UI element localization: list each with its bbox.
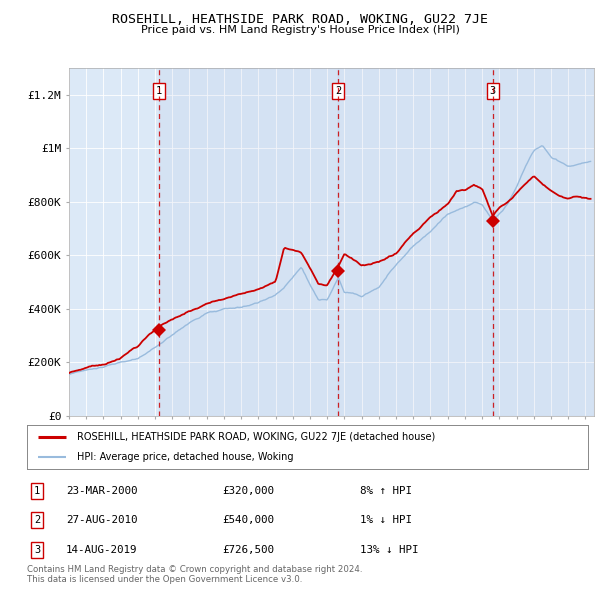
Text: 1: 1 [34, 486, 40, 496]
Text: Price paid vs. HM Land Registry's House Price Index (HPI): Price paid vs. HM Land Registry's House … [140, 25, 460, 35]
Text: £540,000: £540,000 [222, 516, 274, 525]
Text: £320,000: £320,000 [222, 486, 274, 496]
Text: 1% ↓ HPI: 1% ↓ HPI [360, 516, 412, 525]
Text: 3: 3 [34, 545, 40, 555]
Text: ROSEHILL, HEATHSIDE PARK ROAD, WOKING, GU22 7JE (detached house): ROSEHILL, HEATHSIDE PARK ROAD, WOKING, G… [77, 432, 436, 442]
Bar [159, 68, 338, 416]
Text: 3: 3 [490, 86, 496, 96]
Text: 13% ↓ HPI: 13% ↓ HPI [360, 545, 419, 555]
Text: Contains HM Land Registry data © Crown copyright and database right 2024.
This d: Contains HM Land Registry data © Crown c… [27, 565, 362, 584]
Text: 27-AUG-2010: 27-AUG-2010 [66, 516, 137, 525]
Text: 2: 2 [34, 516, 40, 525]
Text: £726,500: £726,500 [222, 545, 274, 555]
Text: 14-AUG-2019: 14-AUG-2019 [66, 545, 137, 555]
Text: 23-MAR-2000: 23-MAR-2000 [66, 486, 137, 496]
Bar [69, 68, 159, 416]
Text: 8% ↑ HPI: 8% ↑ HPI [360, 486, 412, 496]
Text: HPI: Average price, detached house, Woking: HPI: Average price, detached house, Woki… [77, 452, 294, 462]
Bar [493, 68, 594, 416]
Text: 2: 2 [335, 86, 341, 96]
Text: 1: 1 [156, 86, 162, 96]
Bar [338, 68, 493, 416]
Text: ROSEHILL, HEATHSIDE PARK ROAD, WOKING, GU22 7JE: ROSEHILL, HEATHSIDE PARK ROAD, WOKING, G… [112, 13, 488, 26]
